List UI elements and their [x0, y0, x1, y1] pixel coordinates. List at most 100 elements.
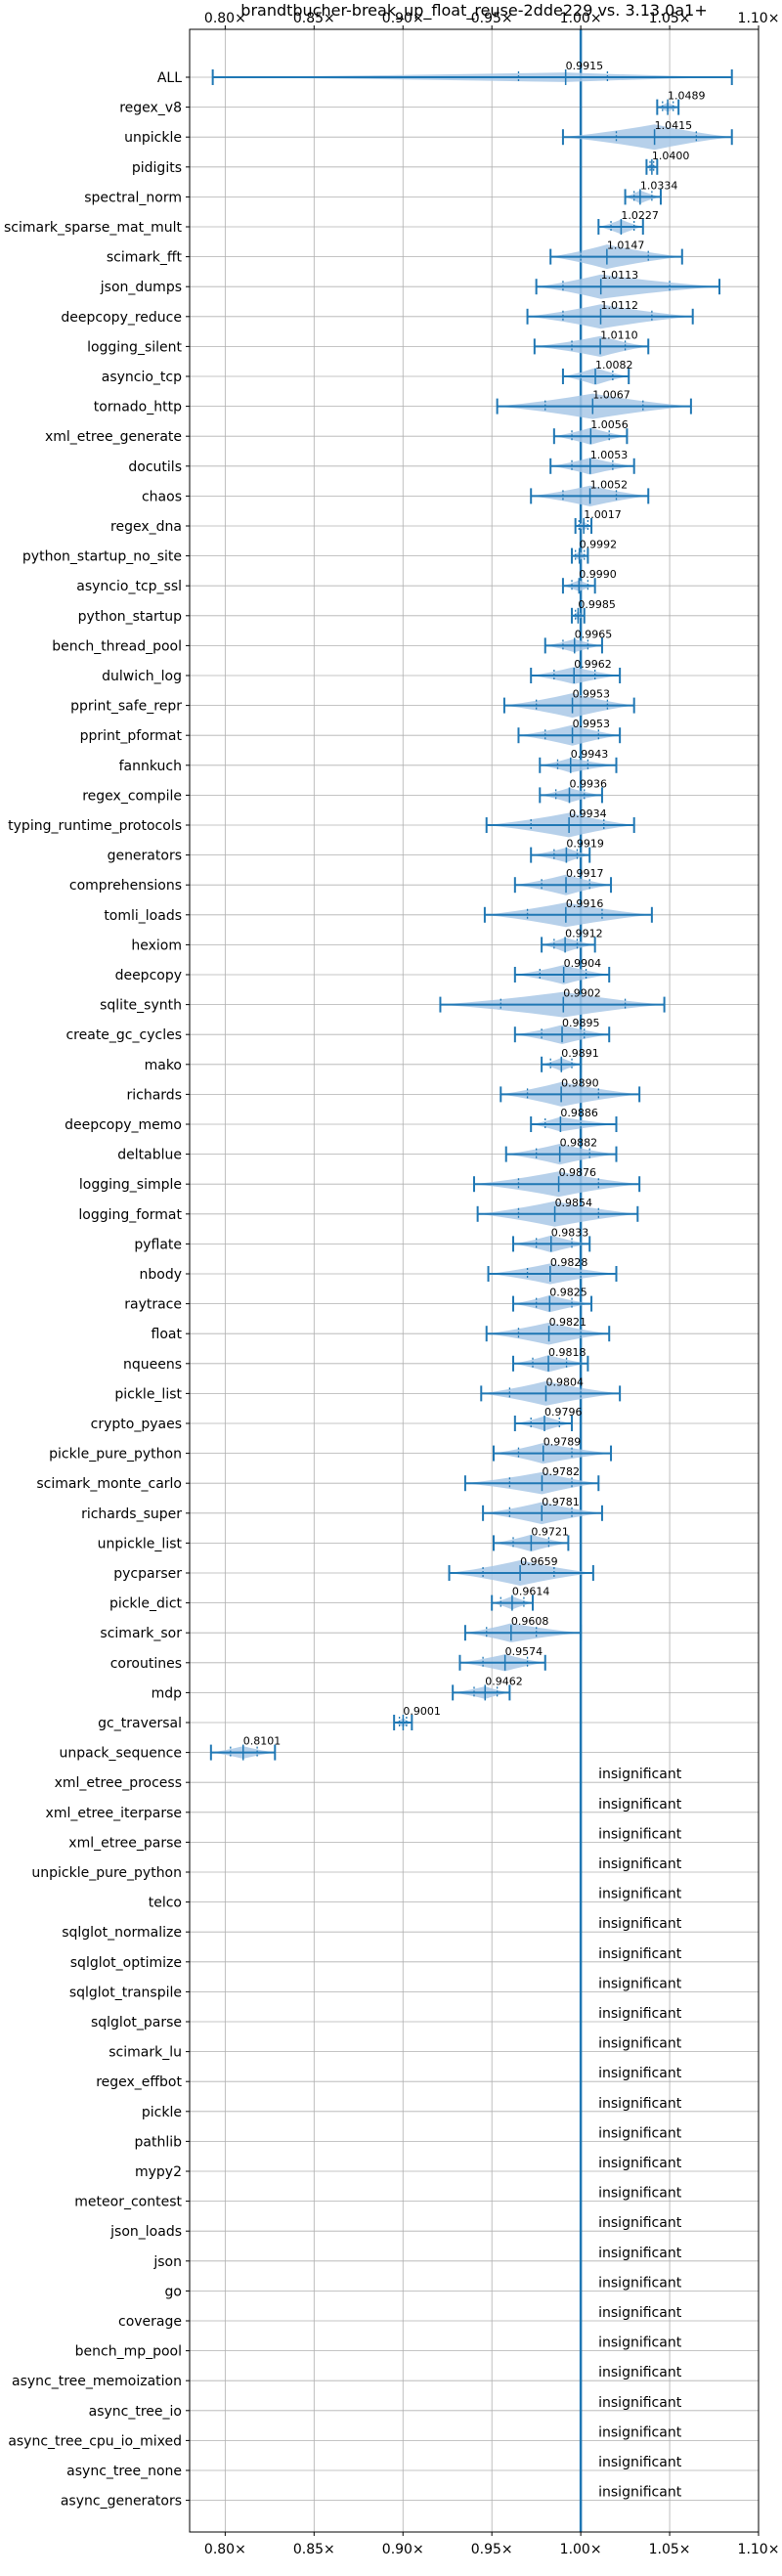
y-tick-label: richards: [127, 1087, 183, 1103]
value-label: 0.9614: [512, 1586, 550, 1598]
y-tick-label: xml_etree_generate: [45, 429, 182, 445]
y-tick-label: bench_mp_pool: [75, 2344, 182, 2360]
insignificant-label: insignificant: [598, 2036, 682, 2052]
y-tick-label: json: [152, 2254, 182, 2270]
y-tick-label: async_tree_none: [66, 2464, 182, 2479]
y-tick-label: comprehensions: [69, 878, 182, 894]
y-tick-label: pathlib: [135, 2134, 183, 2150]
y-tick-label: python_startup: [78, 609, 182, 625]
value-label: 0.9721: [531, 1525, 569, 1538]
y-tick-label: create_gc_cycles: [65, 1027, 182, 1043]
value-label: 1.0017: [584, 508, 622, 521]
value-label: 0.9965: [575, 628, 613, 640]
value-label: 0.9608: [511, 1615, 549, 1628]
x-tick-label-bottom: 0.90×: [382, 2542, 424, 2557]
value-label: 0.9895: [562, 1017, 600, 1029]
y-tick-label: go: [165, 2284, 182, 2299]
y-tick-label: raytrace: [124, 1297, 182, 1313]
y-tick-label: asyncio_tcp_ssl: [76, 579, 182, 594]
y-tick-label: scimark_fft: [107, 250, 183, 266]
y-tick-label: crypto_pyaes: [91, 1417, 182, 1432]
insignificant-label: insignificant: [598, 1826, 682, 1842]
y-tick-label: pprint_pformat: [80, 728, 183, 744]
y-tick-label: regex_dna: [110, 519, 182, 535]
y-tick-label: chaos: [142, 489, 182, 504]
y-tick-label: xml_etree_parse: [68, 1835, 182, 1851]
y-tick-label: dulwich_log: [102, 669, 182, 684]
y-tick-label: pickle_dict: [109, 1596, 183, 1612]
y-tick-label: async_generators: [61, 2494, 182, 2510]
value-label: 0.9574: [505, 1645, 543, 1658]
y-tick-label: generators: [108, 849, 182, 864]
y-tick-label: pickle: [142, 2105, 182, 2120]
insignificant-label: insignificant: [598, 2006, 682, 2022]
value-label: 0.9876: [559, 1166, 597, 1179]
y-tick-label: ALL: [157, 70, 182, 86]
insignificant-label: insignificant: [598, 2424, 682, 2440]
insignificant-label: insignificant: [598, 1976, 682, 1991]
x-tick-label-bottom: 1.05×: [649, 2542, 691, 2557]
value-label: 0.9912: [565, 927, 603, 939]
y-tick-label: regex_effbot: [96, 2074, 182, 2090]
y-tick-label: json_loads: [109, 2224, 182, 2240]
insignificant-label: insignificant: [598, 2395, 682, 2411]
value-label: 0.9828: [550, 1256, 588, 1269]
y-tick-label: async_tree_cpu_io_mixed: [8, 2433, 182, 2449]
x-tick-label-bottom: 1.10×: [738, 2542, 780, 2557]
y-tick-label: pyflate: [134, 1237, 182, 1252]
value-label: 0.9789: [543, 1436, 582, 1449]
y-tick-label: json_dumps: [100, 280, 182, 295]
y-tick-label: nqueens: [123, 1357, 182, 1373]
value-label: 0.9833: [551, 1226, 589, 1239]
insignificant-label: insignificant: [598, 2186, 682, 2202]
y-tick-label: coroutines: [110, 1656, 182, 1672]
y-tick-label: gc_traversal: [98, 1716, 182, 1731]
x-tick-label-bottom: 0.80×: [204, 2542, 246, 2557]
value-label: 0.9882: [560, 1137, 598, 1150]
y-tick-label: logging_silent: [87, 339, 182, 355]
value-label: 0.9990: [579, 568, 617, 581]
y-tick-label: pprint_safe_repr: [70, 699, 182, 715]
value-label: 0.9825: [549, 1287, 587, 1299]
value-label: 0.9992: [580, 539, 618, 551]
y-tick-label: hexiom: [131, 938, 182, 953]
y-tick-label: fannkuch: [119, 759, 182, 774]
insignificant-label: insignificant: [598, 1946, 682, 1962]
y-tick-label: unpickle: [124, 130, 182, 146]
y-tick-label: scimark_sparse_mat_mult: [4, 220, 182, 236]
insignificant-label: insignificant: [598, 2246, 682, 2261]
insignificant-label: insignificant: [598, 2125, 682, 2141]
insignificant-label: insignificant: [598, 2066, 682, 2081]
value-label: 1.0227: [621, 209, 659, 222]
value-label: 1.0415: [655, 119, 693, 132]
value-label: 0.9953: [573, 718, 611, 730]
insignificant-label: insignificant: [598, 2156, 682, 2171]
x-tick-label-top: 1.10×: [738, 11, 780, 26]
value-label: 1.0052: [590, 478, 629, 491]
y-tick-label: float: [152, 1327, 183, 1342]
value-label: 0.9953: [573, 688, 611, 701]
y-tick-label: spectral_norm: [84, 190, 182, 205]
y-tick-label: meteor_contest: [74, 2195, 182, 2210]
y-tick-label: pickle_pure_python: [49, 1447, 182, 1463]
x-tick-label-top: 0.90×: [382, 11, 424, 26]
insignificant-label: insignificant: [598, 2455, 682, 2470]
insignificant-label: insignificant: [598, 1916, 682, 1932]
y-tick-label: sqlglot_optimize: [70, 1955, 182, 1971]
value-label: 1.0113: [601, 269, 639, 282]
y-tick-label: mako: [145, 1058, 182, 1073]
value-label: 0.9821: [549, 1316, 587, 1329]
x-tick-label-top: 0.95×: [471, 11, 513, 26]
insignificant-label: insignificant: [598, 2215, 682, 2231]
y-tick-label: docutils: [128, 459, 182, 475]
value-label: 1.0056: [590, 418, 629, 431]
value-label: 0.9781: [542, 1496, 580, 1508]
insignificant-label: insignificant: [598, 2365, 682, 2380]
insignificant-label: insignificant: [598, 2336, 682, 2351]
value-label: 0.9943: [571, 748, 609, 761]
insignificant-label: insignificant: [598, 1797, 682, 1812]
y-tick-label: typing_runtime_protocols: [8, 818, 182, 834]
y-tick-label: logging_format: [78, 1207, 182, 1223]
